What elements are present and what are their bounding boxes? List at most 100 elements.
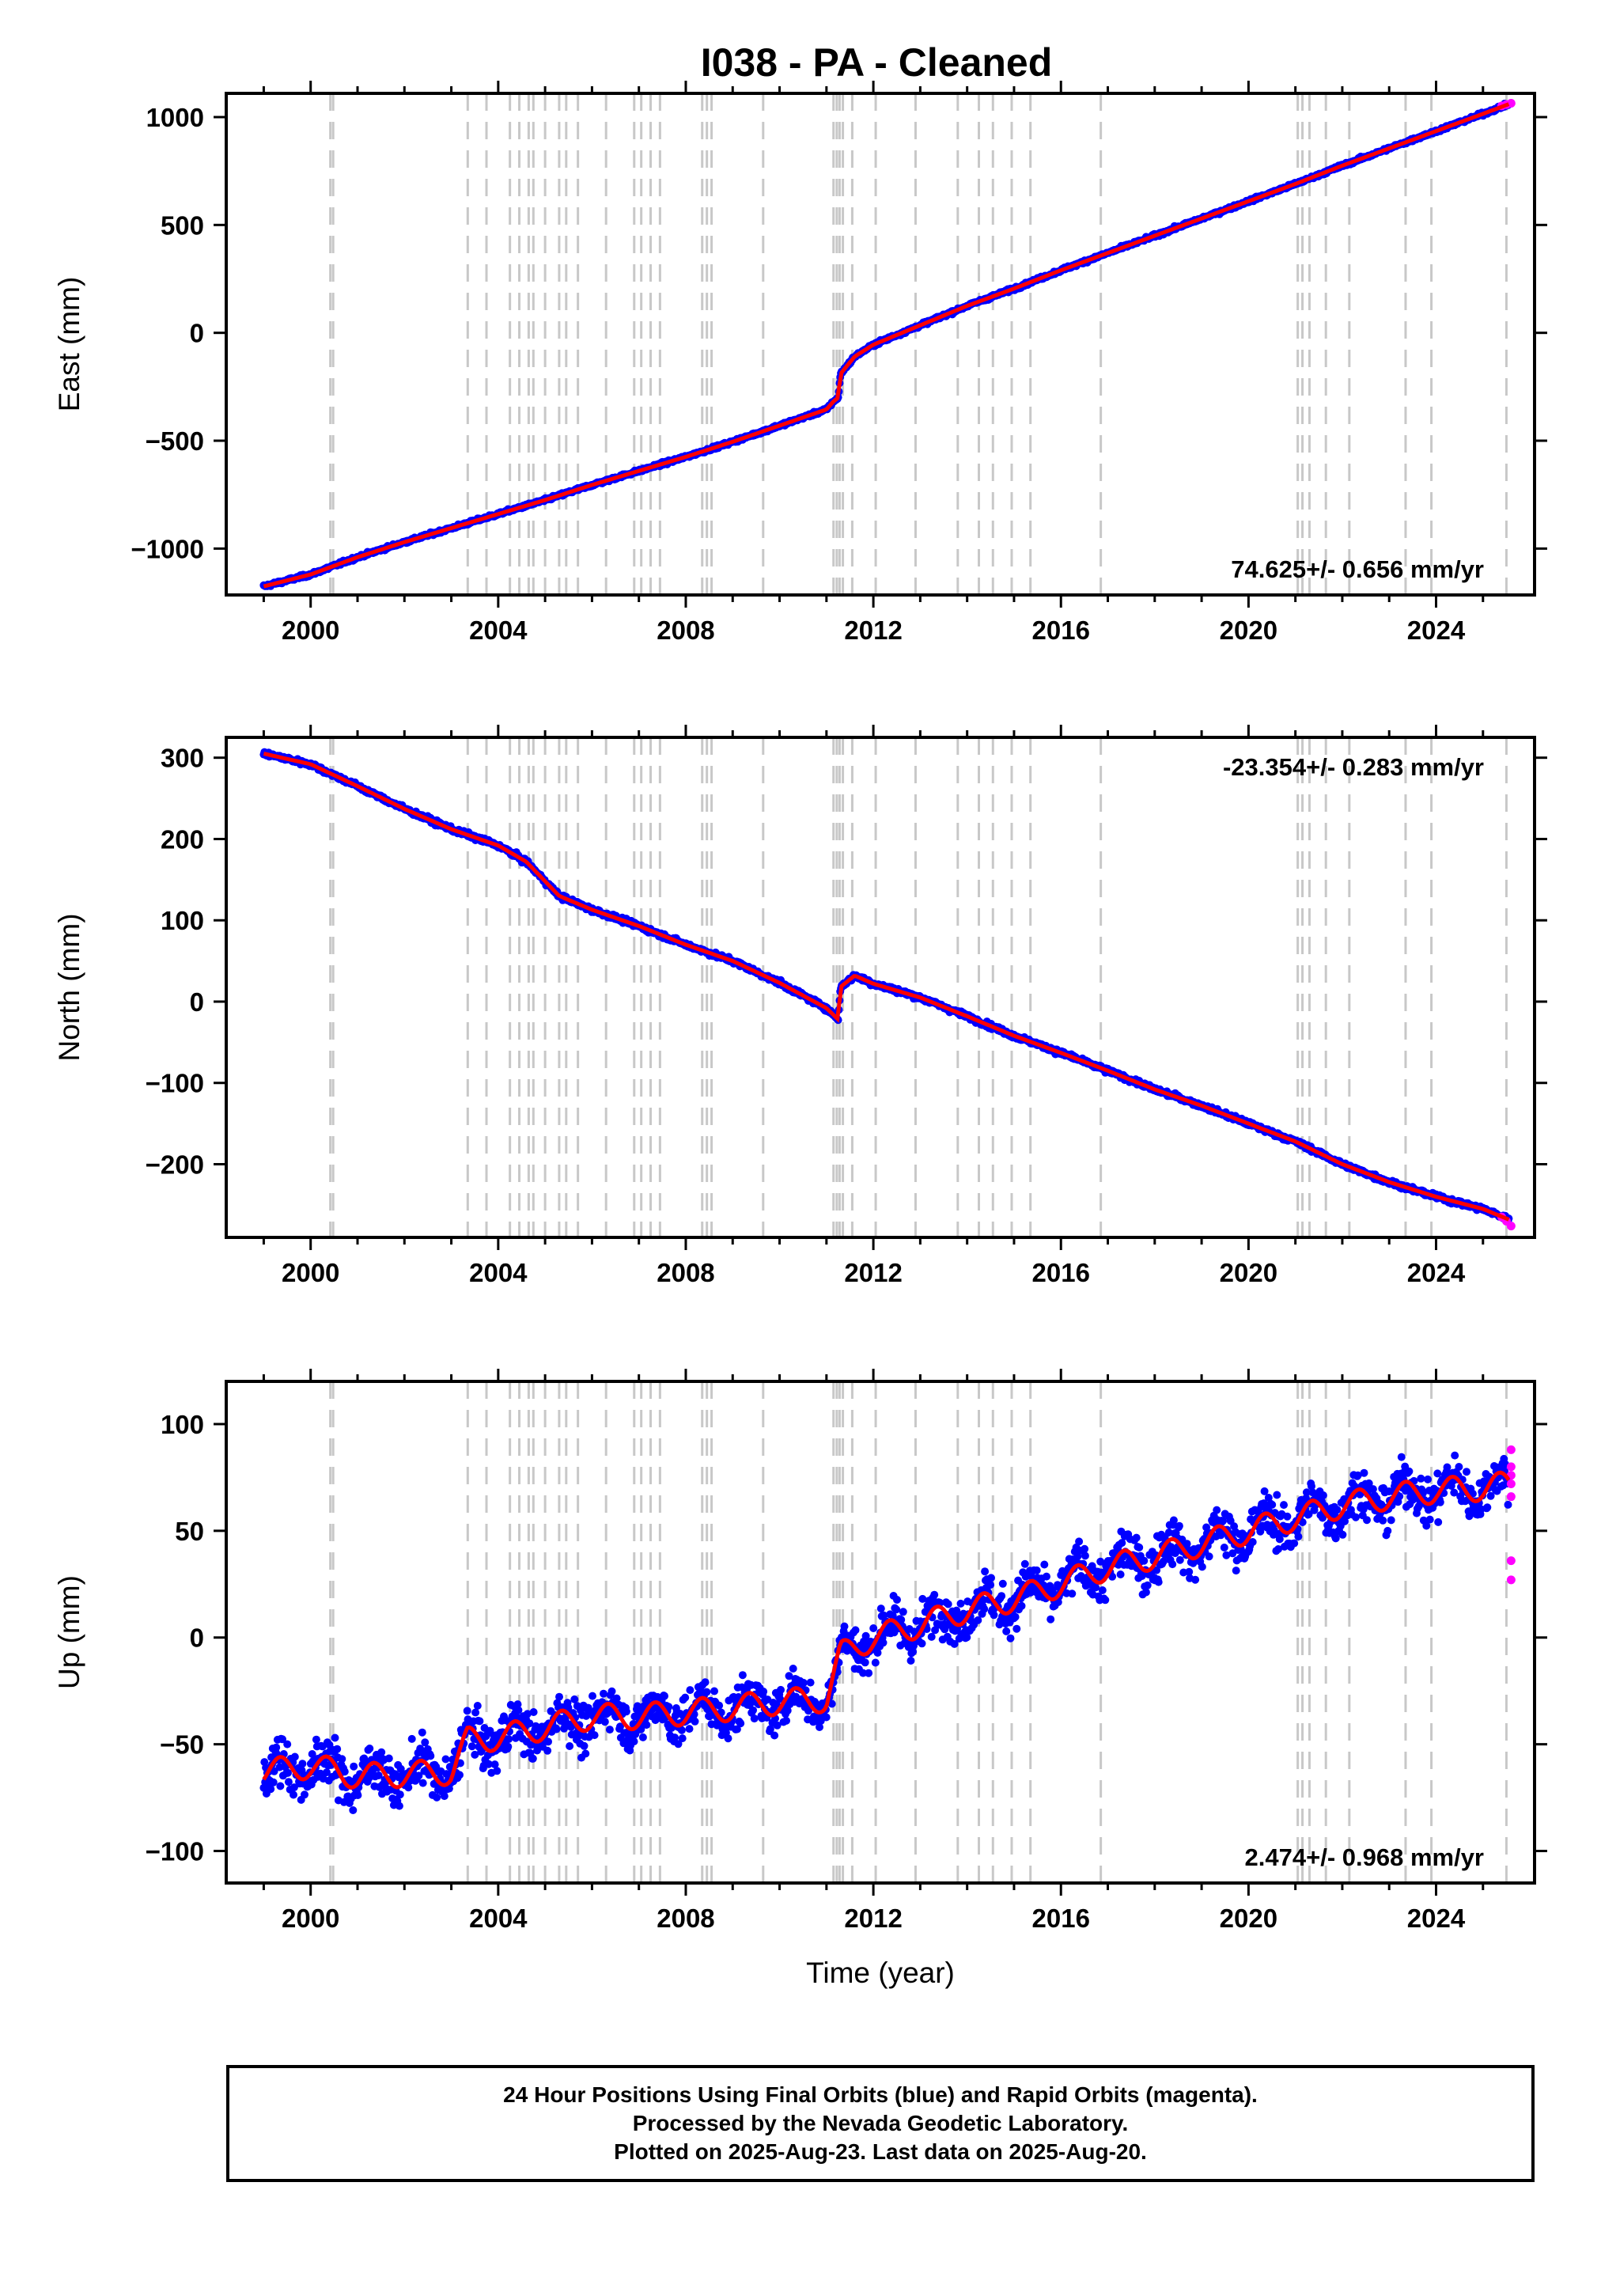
final-point [642, 1721, 651, 1730]
final-point [418, 1779, 427, 1787]
x-tick-label: 2008 [657, 616, 714, 645]
y-tick-label: −500 [146, 426, 204, 456]
final-point [570, 1695, 579, 1703]
rate-label: -23.354+/- 0.283 mm/yr [1223, 753, 1484, 781]
x-tick-label: 2012 [844, 616, 902, 645]
y-tick-label: −200 [146, 1150, 204, 1180]
final-point [396, 1790, 404, 1799]
final-point [566, 1742, 574, 1750]
final-point [580, 1741, 589, 1750]
final-point [543, 1746, 552, 1755]
x-tick-label: 2012 [844, 1258, 902, 1287]
final-point [589, 1692, 596, 1700]
final-point [893, 1596, 901, 1604]
final-point [950, 1639, 959, 1648]
final-point [612, 1694, 621, 1703]
final-point [873, 1649, 882, 1657]
final-point [840, 1622, 849, 1631]
final-point [892, 1605, 901, 1614]
final-point [529, 1708, 538, 1716]
y-tick-label: −100 [146, 1069, 204, 1098]
y-axis-label: North (mm) [53, 913, 85, 1061]
y-axis-label: East (mm) [53, 277, 85, 412]
final-point [701, 1678, 710, 1687]
y-tick-label: 500 [161, 210, 204, 240]
y-tick-label: 100 [161, 906, 204, 935]
panel-east: 2000 2004 2008 2012 2016 2020 2024−1000−500050… [53, 81, 1547, 645]
model-line [263, 752, 1510, 1222]
final-point [738, 1671, 747, 1680]
final-point [414, 1771, 423, 1780]
figure-title: I038 - PA - Cleaned [701, 40, 1053, 85]
final-point [374, 1771, 383, 1779]
final-point [897, 1616, 906, 1624]
rate-label: 74.625+/- 0.656 mm/yr [1231, 555, 1484, 583]
final-point [421, 1738, 430, 1747]
final-point [816, 1723, 823, 1731]
final-point [677, 1726, 686, 1734]
final-point [674, 1740, 683, 1749]
final-point [333, 1745, 342, 1753]
final-point [671, 1733, 679, 1742]
x-tick-label: 2016 [1032, 616, 1090, 645]
final-point [600, 1718, 609, 1726]
final-point [1006, 1634, 1015, 1642]
final-point [463, 1707, 471, 1715]
final-point [433, 1793, 441, 1802]
final-point [269, 1778, 278, 1786]
final-point [284, 1778, 293, 1786]
y-tick-label: 200 [161, 824, 204, 854]
panel-north: 2000 2004 2008 2012 2016 2020 2024−200−1000100… [53, 725, 1547, 1287]
final-point [513, 1700, 522, 1709]
final-point [736, 1719, 745, 1728]
final-point [533, 1746, 541, 1755]
final-point [471, 1750, 479, 1759]
final-point [678, 1734, 687, 1743]
final-point [1011, 1612, 1020, 1621]
final-point [861, 1631, 870, 1640]
final-point [338, 1755, 346, 1764]
rapid-point [1506, 1222, 1516, 1231]
final-point [426, 1752, 435, 1760]
final-point [686, 1686, 695, 1695]
data-points [259, 748, 1516, 1231]
final-point [871, 1658, 880, 1667]
final-point [876, 1605, 885, 1613]
final-point [354, 1791, 362, 1799]
final-point [963, 1633, 971, 1642]
final-point [638, 1733, 647, 1741]
final-point [605, 1726, 614, 1734]
final-point [456, 1771, 464, 1779]
final-point [323, 1768, 331, 1777]
final-point [544, 1737, 552, 1746]
final-point [504, 1742, 513, 1751]
final-point [284, 1768, 292, 1777]
final-point [827, 1699, 836, 1708]
final-point [918, 1594, 927, 1603]
final-point [750, 1714, 759, 1723]
final-point [944, 1600, 952, 1608]
model-line [263, 102, 1510, 589]
final-point [869, 1624, 878, 1632]
final-point [987, 1574, 995, 1582]
final-point [467, 1742, 476, 1751]
panels: 2000 2004 2008 2012 2016 2020 2024−1000−500050… [53, 81, 1547, 1989]
final-point [270, 1767, 278, 1775]
data-points [259, 99, 1516, 590]
final-point [691, 1717, 699, 1726]
final-point [312, 1735, 320, 1744]
final-point [290, 1752, 299, 1761]
final-point [702, 1688, 711, 1696]
final-point [980, 1605, 989, 1613]
final-point [590, 1731, 599, 1740]
final-point [930, 1590, 939, 1599]
final-point [879, 1639, 888, 1647]
final-point [710, 1687, 718, 1695]
plot-frame [225, 92, 1536, 597]
final-point [473, 1702, 482, 1710]
x-tick-label: 2000 [282, 616, 339, 645]
x-tick-label: 2020 [1220, 616, 1277, 645]
final-point [528, 1754, 537, 1763]
x-tick-label: 2004 [469, 616, 528, 645]
